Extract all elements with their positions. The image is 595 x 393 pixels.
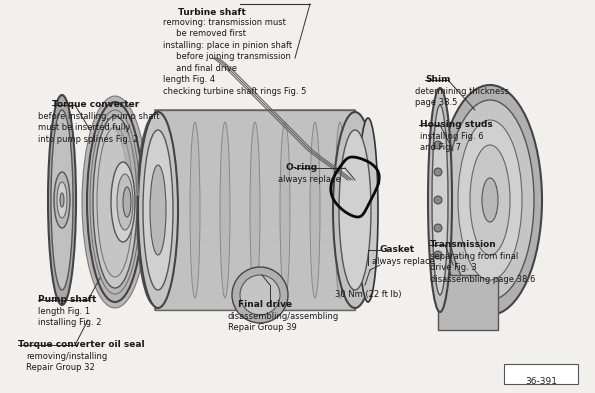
Ellipse shape	[138, 112, 178, 308]
Bar	[438, 275, 498, 330]
Text: determining thickness
page 38.5: determining thickness page 38.5	[415, 87, 509, 107]
Ellipse shape	[143, 130, 173, 290]
Ellipse shape	[458, 120, 522, 280]
Ellipse shape	[90, 110, 140, 294]
Ellipse shape	[333, 112, 377, 308]
Ellipse shape	[358, 118, 378, 302]
Ellipse shape	[190, 122, 200, 298]
Text: removing: transmission must
     be removed first
installing: place in pinion sh: removing: transmission must be removed f…	[163, 18, 306, 96]
Text: O-ring: O-ring	[285, 163, 317, 172]
Ellipse shape	[434, 251, 442, 259]
Bar	[155, 110, 355, 310]
Text: Transmission: Transmission	[430, 240, 497, 249]
Ellipse shape	[97, 127, 133, 277]
Ellipse shape	[250, 122, 260, 298]
Text: Turbine shaft: Turbine shaft	[178, 8, 246, 17]
Text: Housing studs: Housing studs	[420, 120, 493, 129]
Ellipse shape	[310, 122, 320, 298]
Ellipse shape	[434, 196, 442, 204]
Ellipse shape	[111, 162, 135, 242]
Ellipse shape	[470, 145, 510, 255]
Text: disassembling/assembling
Repair Group 39: disassembling/assembling Repair Group 39	[228, 312, 339, 332]
Ellipse shape	[87, 102, 143, 302]
Ellipse shape	[123, 187, 131, 217]
Ellipse shape	[434, 224, 442, 232]
Ellipse shape	[117, 174, 133, 230]
FancyBboxPatch shape	[504, 364, 578, 384]
Ellipse shape	[93, 116, 137, 288]
Ellipse shape	[232, 267, 288, 323]
Ellipse shape	[434, 168, 442, 176]
Text: separating from final
drive Fig. 3
disassembling page 38.6: separating from final drive Fig. 3 disas…	[430, 252, 536, 284]
Ellipse shape	[220, 122, 230, 298]
Text: 36-391: 36-391	[525, 377, 557, 386]
Text: removing/installing
Repair Group 32: removing/installing Repair Group 32	[26, 352, 107, 373]
Ellipse shape	[482, 178, 498, 222]
Ellipse shape	[280, 122, 290, 298]
Ellipse shape	[438, 85, 542, 315]
Ellipse shape	[428, 88, 452, 312]
Text: Torque converter: Torque converter	[52, 100, 139, 109]
Text: length Fig. 1
installing Fig. 2: length Fig. 1 installing Fig. 2	[38, 307, 102, 327]
Ellipse shape	[51, 110, 73, 290]
Text: Gasket: Gasket	[380, 245, 415, 254]
Ellipse shape	[339, 130, 371, 290]
Ellipse shape	[60, 193, 64, 207]
Text: installing Fig. 6
and Fig. 7: installing Fig. 6 and Fig. 7	[420, 132, 484, 152]
Text: Torque converter oil seal: Torque converter oil seal	[18, 340, 145, 349]
Ellipse shape	[54, 172, 70, 228]
Text: 30 Nm (22 ft lb): 30 Nm (22 ft lb)	[335, 290, 402, 299]
Bar	[155, 110, 355, 310]
Ellipse shape	[446, 100, 534, 300]
Ellipse shape	[335, 122, 345, 298]
Ellipse shape	[150, 165, 166, 255]
Ellipse shape	[240, 275, 280, 315]
Ellipse shape	[432, 105, 448, 295]
Text: Pump shaft: Pump shaft	[38, 295, 96, 304]
Ellipse shape	[48, 95, 76, 305]
Ellipse shape	[137, 115, 173, 305]
Text: Final drive: Final drive	[238, 300, 292, 309]
Text: always replace: always replace	[278, 175, 341, 184]
Text: always replace: always replace	[372, 257, 435, 266]
Ellipse shape	[434, 141, 442, 149]
Text: Shim: Shim	[425, 75, 450, 84]
Ellipse shape	[160, 122, 170, 298]
Ellipse shape	[82, 96, 148, 308]
Ellipse shape	[57, 182, 67, 218]
Text: before installing, pump shaft
must be inserted fully
into pump splines Fig. 2: before installing, pump shaft must be in…	[38, 112, 159, 144]
Ellipse shape	[337, 115, 373, 305]
